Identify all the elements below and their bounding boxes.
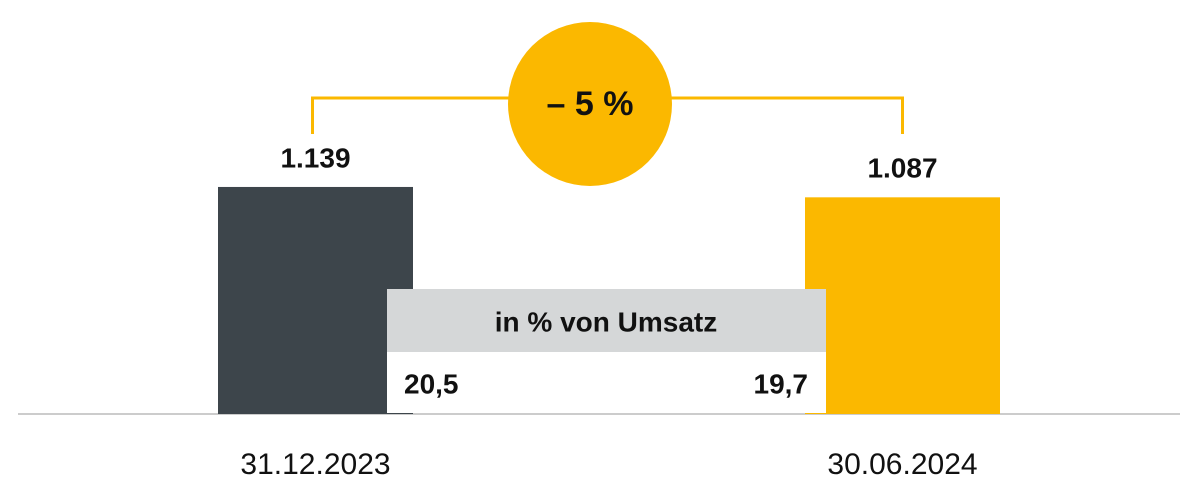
table-title: in % von Umsatz (495, 306, 717, 337)
table-body-bg (387, 352, 826, 413)
x-tick-label: 31.12.2023 (240, 448, 390, 481)
table-header-bg (387, 289, 826, 352)
table-cell: 20,5 (404, 368, 459, 399)
annotation-circle (508, 22, 672, 186)
value-label: 1.087 (867, 153, 937, 184)
bar (805, 197, 1000, 414)
bar (218, 186, 413, 414)
annotation: – 5 % (547, 85, 634, 123)
table-cell: 19,7 (754, 368, 809, 399)
value-label: 1.139 (280, 142, 350, 173)
x-tick-label: 30.06.2024 (827, 448, 977, 481)
